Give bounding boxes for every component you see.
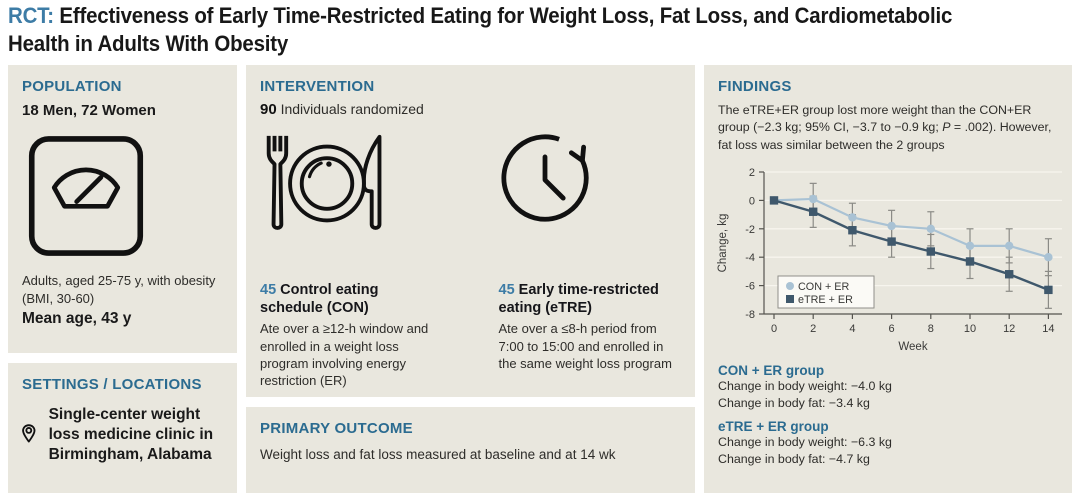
findings-chart: 2 0 -2 -4 -6 -8 0 2 4 6 8 10 12 14 Week Change, kg CON +… xyxy=(717,167,1062,353)
clock-restricted-window-icon xyxy=(500,134,589,222)
svg-text:-6: -6 xyxy=(745,281,755,293)
population-header: POPULATION xyxy=(22,78,122,95)
arm-control-title: 45 Control eating schedule (CON) xyxy=(260,281,443,317)
arm-etre-count: 45 xyxy=(498,282,515,298)
svg-text:-8: -8 xyxy=(745,309,755,321)
chart-series-0 xyxy=(769,194,1053,262)
svg-text:6: 6 xyxy=(889,323,895,335)
svg-text:4: 4 xyxy=(849,323,855,335)
chart-axes xyxy=(759,171,1062,320)
primary-outcome-header: PRIMARY OUTCOME xyxy=(260,420,413,437)
svg-text:0: 0 xyxy=(749,195,755,207)
svg-text:-2: -2 xyxy=(745,224,755,236)
settings-description: Single-center weight loss medicine clini… xyxy=(48,406,214,463)
findings-summary: The eTRE+ER group lost more weight than … xyxy=(718,102,1062,154)
svg-text:14: 14 xyxy=(1042,323,1054,335)
svg-text:8: 8 xyxy=(928,323,934,335)
arm-control: 45 Control eating schedule (CON) Ate ove… xyxy=(260,281,443,389)
study-type-tag: RCT: xyxy=(8,3,54,28)
intervention-panel: INTERVENTION 90 Individuals randomized xyxy=(246,65,695,397)
title-line1: Effectiveness of Early Time-Restricted E… xyxy=(59,3,953,28)
location-pin-icon xyxy=(22,424,36,443)
p-value-symbol: P xyxy=(942,120,951,135)
etre-weight-change: Change in body weight: −6.3 kg xyxy=(718,435,892,450)
population-description: Adults, aged 25-75 y, with obesity (BMI,… xyxy=(22,273,216,306)
arm-etre: 45 Early time-restricted eating (eTRE) A… xyxy=(499,281,682,389)
title-line2: Health in Adults With Obesity xyxy=(8,30,289,56)
settings-panel: SETTINGS / LOCATIONS Single-center weigh… xyxy=(8,363,237,493)
etre-group-name: eTRE + ER group xyxy=(718,419,829,435)
findings-summary-part2: = .002). However, fat loss was similar b… xyxy=(718,120,1052,152)
chart-xlabel: Week xyxy=(898,341,927,353)
arm-control-count: 45 xyxy=(260,282,277,298)
fork-plate-knife-icon xyxy=(266,134,382,230)
randomized-count: 90 xyxy=(260,101,277,118)
chart-grid xyxy=(764,171,1062,287)
arm-etre-title: 45 Early time-restricted eating (eTRE) xyxy=(499,281,682,317)
chart-tick-labels: 2 0 -2 -4 -6 -8 0 2 4 6 8 10 12 14 xyxy=(745,167,1054,335)
svg-text:2: 2 xyxy=(749,167,755,179)
weight-scale-icon xyxy=(28,136,144,256)
svg-text:0: 0 xyxy=(771,323,777,335)
randomized-line: 90 Individuals randomized xyxy=(260,101,681,118)
arm-etre-description: Ate over a ≤8-h period from 7:00 to 15:0… xyxy=(498,321,672,371)
arm-etre-name: Early time-restricted eating (eTRE) xyxy=(498,282,659,317)
chart-series-1 xyxy=(769,196,1053,295)
primary-outcome-panel: PRIMARY OUTCOME Weight loss and fat loss… xyxy=(246,407,695,493)
findings-header: FINDINGS xyxy=(718,78,792,95)
mean-age: Mean age, 43 y xyxy=(22,310,132,328)
chart-ylabel: Change, kg xyxy=(717,214,729,273)
findings-panel: FINDINGS The eTRE+ER group lost more wei… xyxy=(704,65,1072,493)
intervention-header: INTERVENTION xyxy=(260,78,375,95)
findings-summary-part1: The eTRE+ER group lost more weight than … xyxy=(718,103,1032,135)
settings-header: SETTINGS / LOCATIONS xyxy=(22,376,202,393)
arm-control-description: Ate over a ≥12-h window and enrolled in … xyxy=(260,321,429,389)
population-panel: POPULATION 18 Men, 72 Women Adults, aged… xyxy=(8,65,237,353)
svg-text:CON + ER: CON + ER xyxy=(798,281,849,293)
randomized-label: Individuals randomized xyxy=(276,101,424,117)
svg-text:12: 12 xyxy=(1003,323,1015,335)
svg-text:-4: -4 xyxy=(745,252,755,264)
arm-control-name: Control eating schedule (CON) xyxy=(260,282,379,317)
primary-outcome-description: Weight loss and fat loss measured at bas… xyxy=(260,447,616,462)
svg-text:eTRE + ER: eTRE + ER xyxy=(798,294,853,306)
con-group-name: CON + ER group xyxy=(718,363,825,379)
etre-fat-change: Change in body fat: −4.7 kg xyxy=(718,452,870,467)
con-group-summary: CON + ER group Change in body weight: −4… xyxy=(718,363,1064,412)
svg-text:10: 10 xyxy=(964,323,976,335)
svg-text:2: 2 xyxy=(810,323,816,335)
sex-counts: 18 Men, 72 Women xyxy=(22,102,156,119)
etre-group-summary: eTRE + ER group Change in body weight: −… xyxy=(718,419,1064,468)
con-weight-change: Change in body weight: −4.0 kg xyxy=(718,379,892,394)
con-fat-change: Change in body fat: −3.4 kg xyxy=(718,396,870,411)
page-title: RCT: Effectiveness of Early Time-Restric… xyxy=(8,2,952,57)
